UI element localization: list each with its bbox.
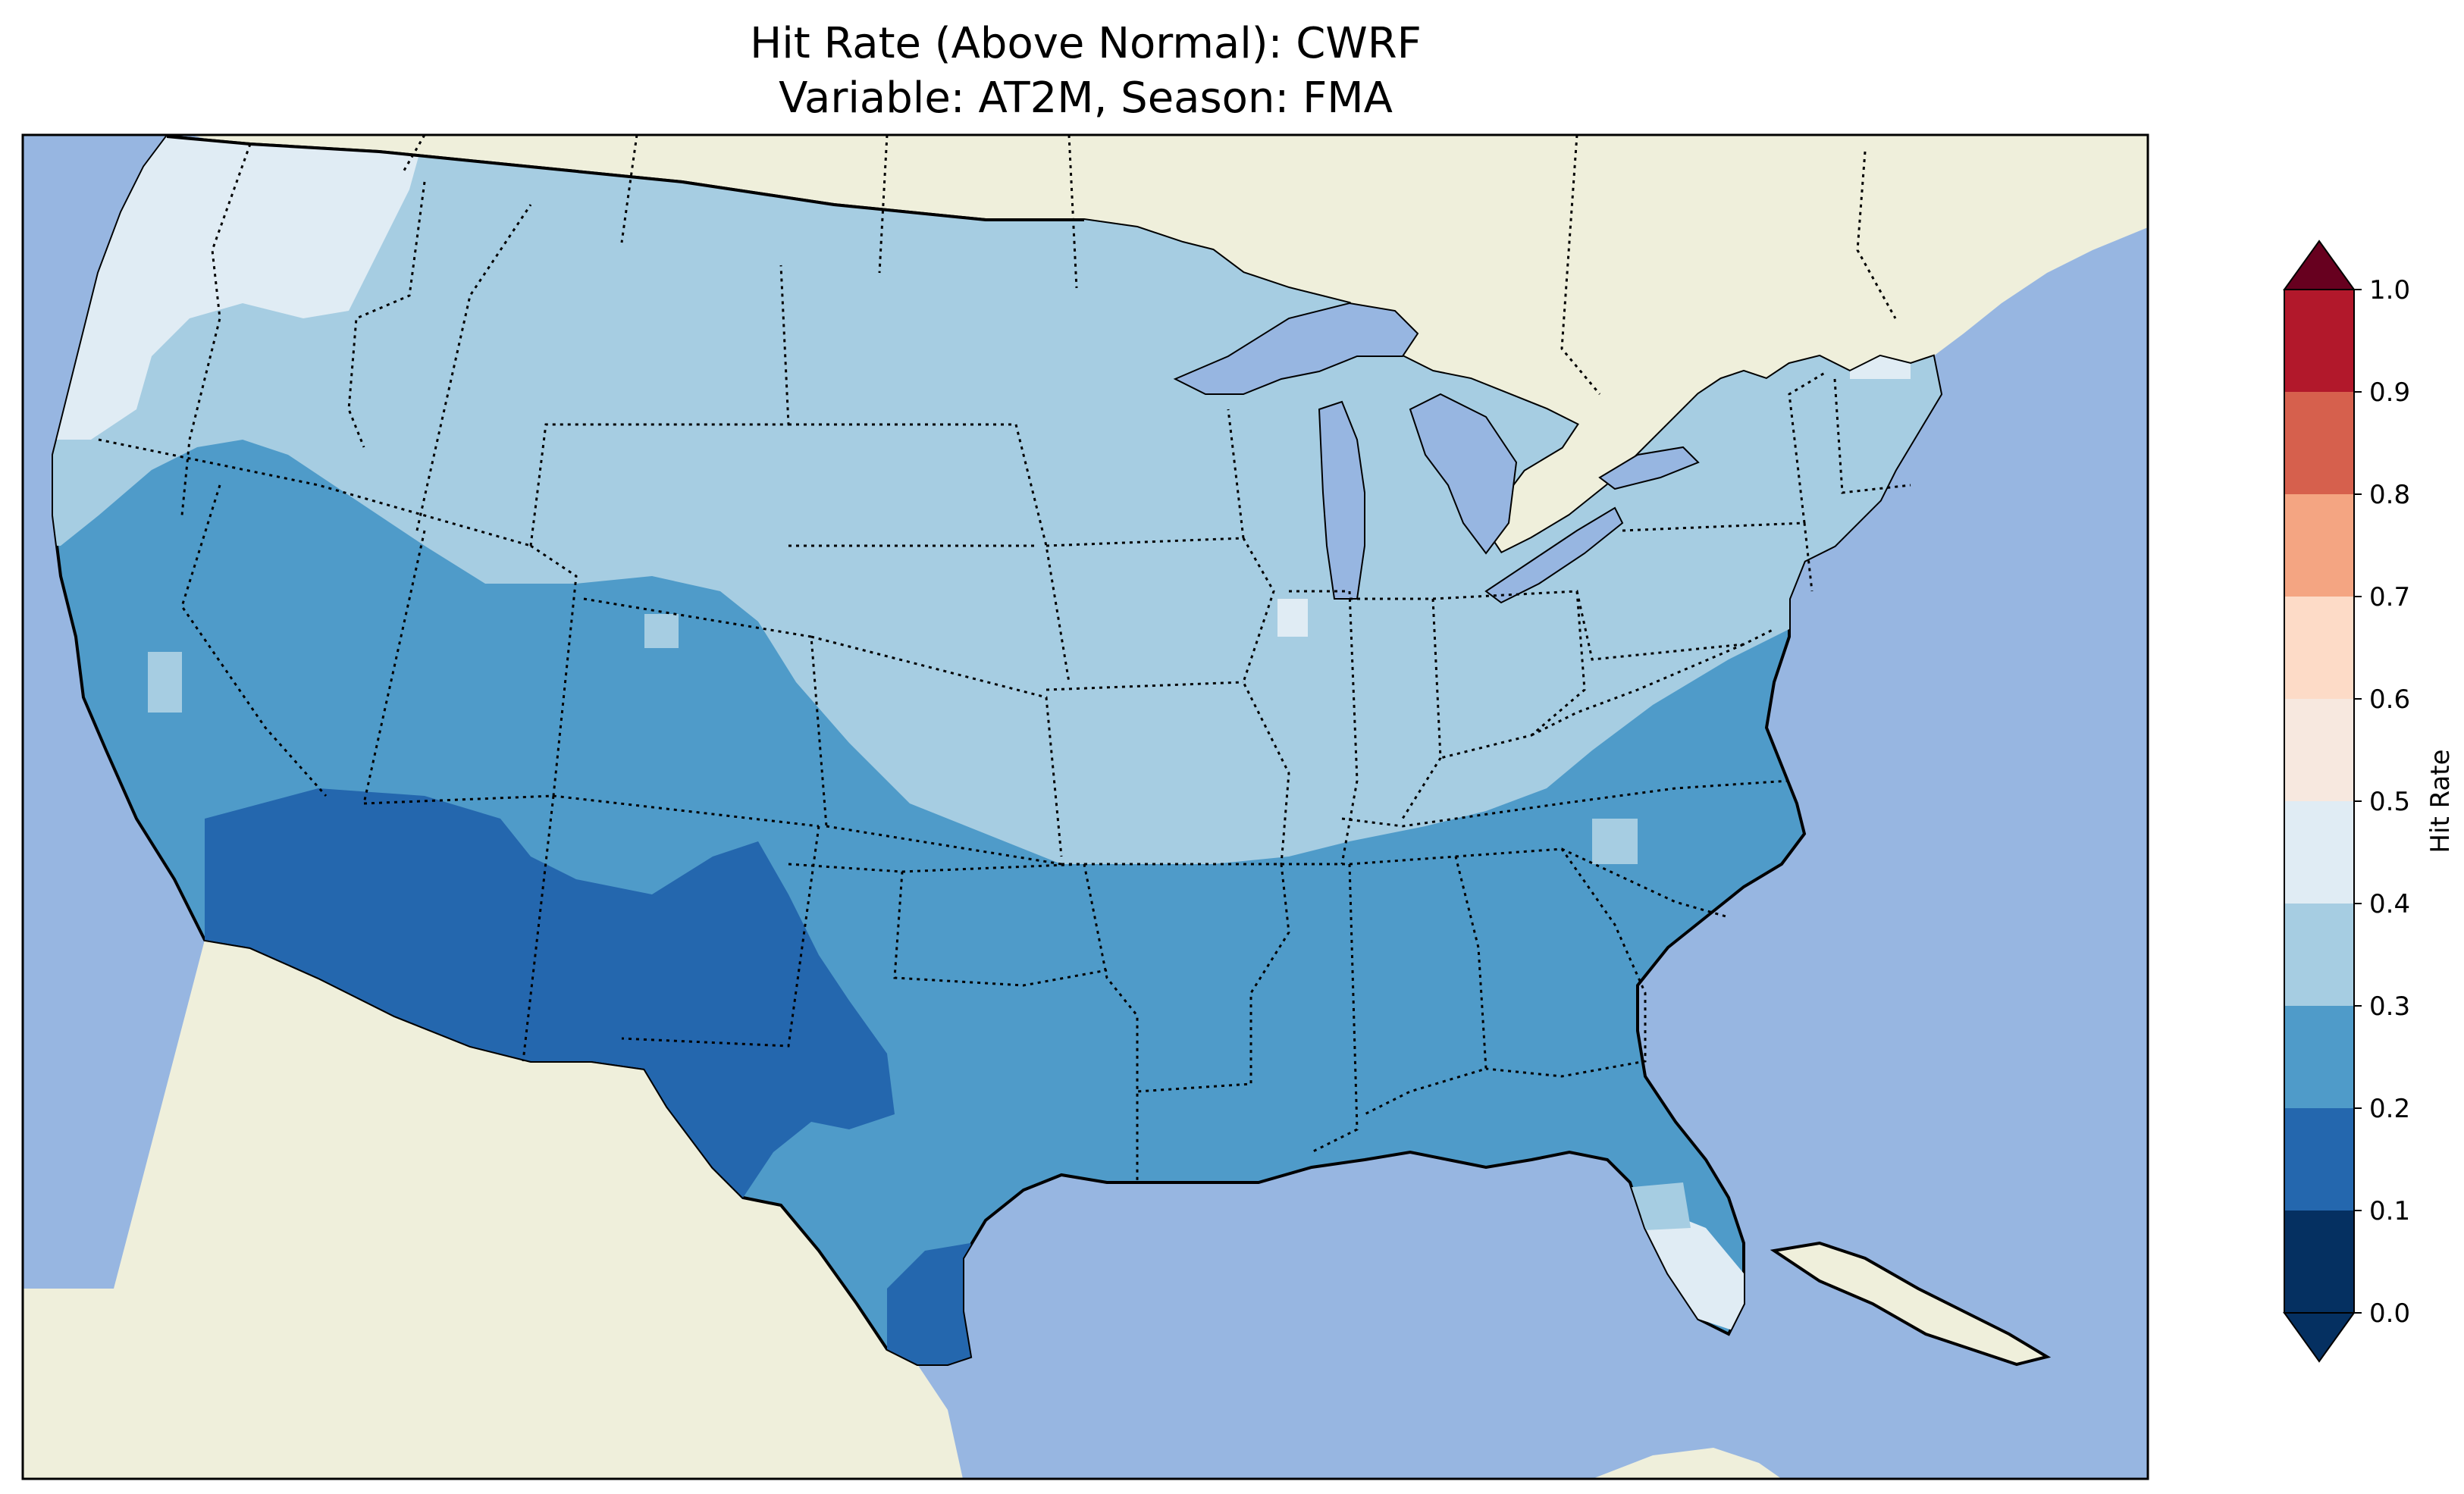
colorbar-bin-0.6 — [2284, 597, 2354, 699]
colorbar-bin-0.0 — [2284, 1211, 2354, 1313]
region-desert-southwest — [205, 788, 895, 1198]
baja-peninsula — [205, 940, 440, 1410]
colorbar-tick-label: 0.2 — [2369, 1094, 2410, 1124]
colorbar-under-arrow — [2283, 1312, 2356, 1363]
colorbar-tick-label: 1.0 — [2369, 275, 2410, 305]
lake-erie — [1484, 506, 1624, 604]
lake-ontario — [1598, 446, 1700, 490]
colorbar-tick-label: 0.5 — [2369, 787, 2410, 817]
colorbar-bin-0.1 — [2284, 1108, 2354, 1211]
canada-land — [23, 135, 2148, 553]
colorbar-bin-0.5 — [2284, 699, 2354, 801]
patch-california — [148, 652, 182, 713]
patch-colorado — [644, 614, 679, 648]
colorbar-bin-0.4 — [2284, 801, 2354, 904]
colorbar: 1.0 0.9 0.8 0.7 0.6 0.5 0.4 0.3 0.2 0.1 … — [2283, 240, 2456, 1363]
us-canada-border — [166, 135, 1084, 221]
colorbar-label: Hit Rate — [2425, 749, 2456, 853]
colorbar-bin-0.7 — [2284, 494, 2354, 597]
colorbar-tick-label: 0.1 — [2369, 1196, 2410, 1226]
cuba-island — [1770, 1241, 2052, 1367]
region-pacific-northwest — [53, 136, 425, 440]
colorbar-tick-label: 0.6 — [2369, 684, 2410, 715]
title-line-2: Variable: AT2M, Season: FMA — [779, 74, 1393, 123]
colorbar-bin-0.3 — [2284, 904, 2354, 1006]
map-frame — [21, 133, 2149, 1480]
colorbar-bin-0.2 — [2284, 1006, 2354, 1108]
province-borders — [400, 135, 1897, 395]
yucatan-land — [1592, 1448, 1782, 1479]
title-line-1: Hit Rate (Above Normal): CWRF — [750, 19, 1422, 68]
map-panel — [23, 135, 2148, 1479]
region-south-texas — [887, 1243, 986, 1364]
colorbar-bin-0.9 — [2284, 290, 2354, 392]
colorbar-tick-marks — [2354, 289, 2362, 1314]
lake-superior — [1173, 302, 1419, 395]
lake-huron — [1409, 393, 1518, 555]
colorbar-tick-label: 0.8 — [2369, 480, 2410, 510]
colorbar-over-arrow — [2283, 240, 2356, 290]
colorbar-tick-label: 0.4 — [2369, 889, 2410, 919]
lake-michigan — [1318, 400, 1365, 600]
state-borders — [98, 143, 1911, 1182]
patch-north-carolina — [1592, 819, 1638, 864]
patch-illinois — [1277, 599, 1308, 637]
colorbar-tick-label: 0.9 — [2369, 377, 2410, 408]
colorbar-tick-label: 0.0 — [2369, 1298, 2410, 1329]
colorbar-bin-0.8 — [2284, 392, 2354, 494]
colorbar-tick-label: 0.3 — [2369, 991, 2410, 1022]
colorbar-tick-label: 0.7 — [2369, 582, 2410, 612]
